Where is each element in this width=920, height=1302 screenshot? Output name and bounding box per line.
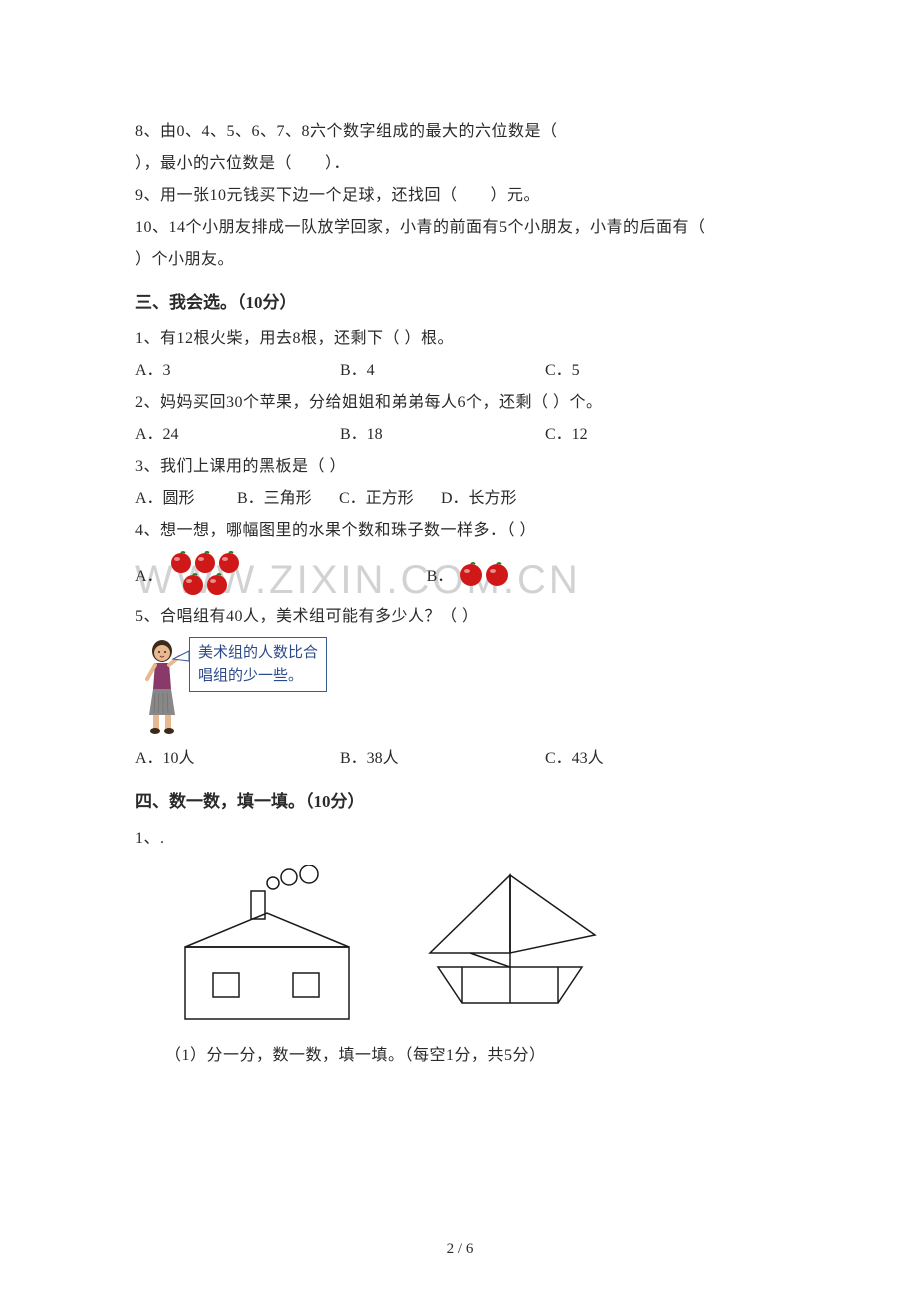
s3-q5-optB: B．38人 (340, 743, 545, 775)
s3-q3-optD: D．长方形 (441, 483, 543, 515)
page-content: 8、由0、4、5、6、7、8六个数字组成的最大的六位数是（ ），最小的六位数是（… (0, 0, 920, 1112)
s3-q5-options: A．10人 B．38人 C．43人 (135, 743, 785, 775)
s3-q1-optA: A．3 (135, 355, 340, 387)
speech-bubble: 美术组的人数比合 唱组的少一些。 (189, 637, 327, 692)
s3-q5: 5、合唱组有40人，美术组可能有多少人？（ ） (135, 601, 785, 633)
speech-line2: 唱组的少一些。 (198, 665, 318, 688)
house-diagram-icon (165, 865, 370, 1030)
s3-q1-optB: B．4 (340, 355, 545, 387)
section3-heading: 三、我会选。（10分） (135, 284, 785, 321)
section4-heading: 四、数一数，填一填。（10分） (135, 783, 785, 820)
s3-q3-options: A．圆形 B．三角形 C．正方形 D．长方形 (135, 483, 785, 515)
q10-line2: ）个小朋友。 (135, 244, 785, 276)
q10-line1: 10、14个小朋友排成一队放学回家，小青的前面有5个小朋友，小青的后面有（ (135, 212, 785, 244)
s3-q2-optB: B．18 (340, 419, 545, 451)
q8-line2: ），最小的六位数是（ ）． (135, 148, 785, 180)
s3-q1-optC: C．5 (545, 355, 695, 387)
s3-q1: 1、有12根火柴，用去8根，还剩下（ ）根。 (135, 323, 785, 355)
speech-pointer-icon (171, 647, 191, 667)
apples-5-icon (167, 551, 277, 597)
s3-q4-optA-label: A． (135, 562, 163, 586)
s3-q3: 3、我们上课用的黑板是（ ） (135, 451, 785, 483)
speech-line1: 美术组的人数比合 (198, 642, 318, 665)
boat-diagram-icon (400, 865, 620, 1030)
page-number: 2 / 6 (0, 1241, 920, 1258)
s3-q3-optB: B．三角形 (237, 483, 339, 515)
s3-q5-optA: A．10人 (135, 743, 340, 775)
s3-q5-optC: C．43人 (545, 743, 695, 775)
s3-q4: 4、想一想，哪幅图里的水果个数和珠子数一样多．（ ） (135, 515, 785, 547)
s3-q4-images: A． B． (135, 551, 785, 597)
s4-q1-sub1: （1）分一分，数一数，填一填。（每空1分，共5分） (165, 1040, 785, 1072)
s4-q1: 1、. (135, 823, 785, 855)
s3-q2-optA: A．24 (135, 419, 340, 451)
s3-q3-optC: C．正方形 (339, 483, 441, 515)
s3-q1-options: A．3 B．4 C．5 (135, 355, 785, 387)
s3-q2-optC: C．12 (545, 419, 695, 451)
s3-q4-optB-label: B． (427, 562, 454, 586)
q8-line1: 8、由0、4、5、6、7、8六个数字组成的最大的六位数是（ (135, 116, 785, 148)
s4-diagrams (165, 865, 785, 1030)
apples-2-icon (457, 561, 517, 587)
s3-q2-options: A．24 B．18 C．12 (135, 419, 785, 451)
q9: 9、用一张10元钱买下边一个足球，还找回（ ）元。 (135, 180, 785, 212)
s3-q2: 2、妈妈买回30个苹果，分给姐姐和弟弟每人6个，还剩（ ）个。 (135, 387, 785, 419)
s3-q5-figure: 美术组的人数比合 唱组的少一些。 (135, 637, 785, 735)
s3-q3-optA: A．圆形 (135, 483, 237, 515)
